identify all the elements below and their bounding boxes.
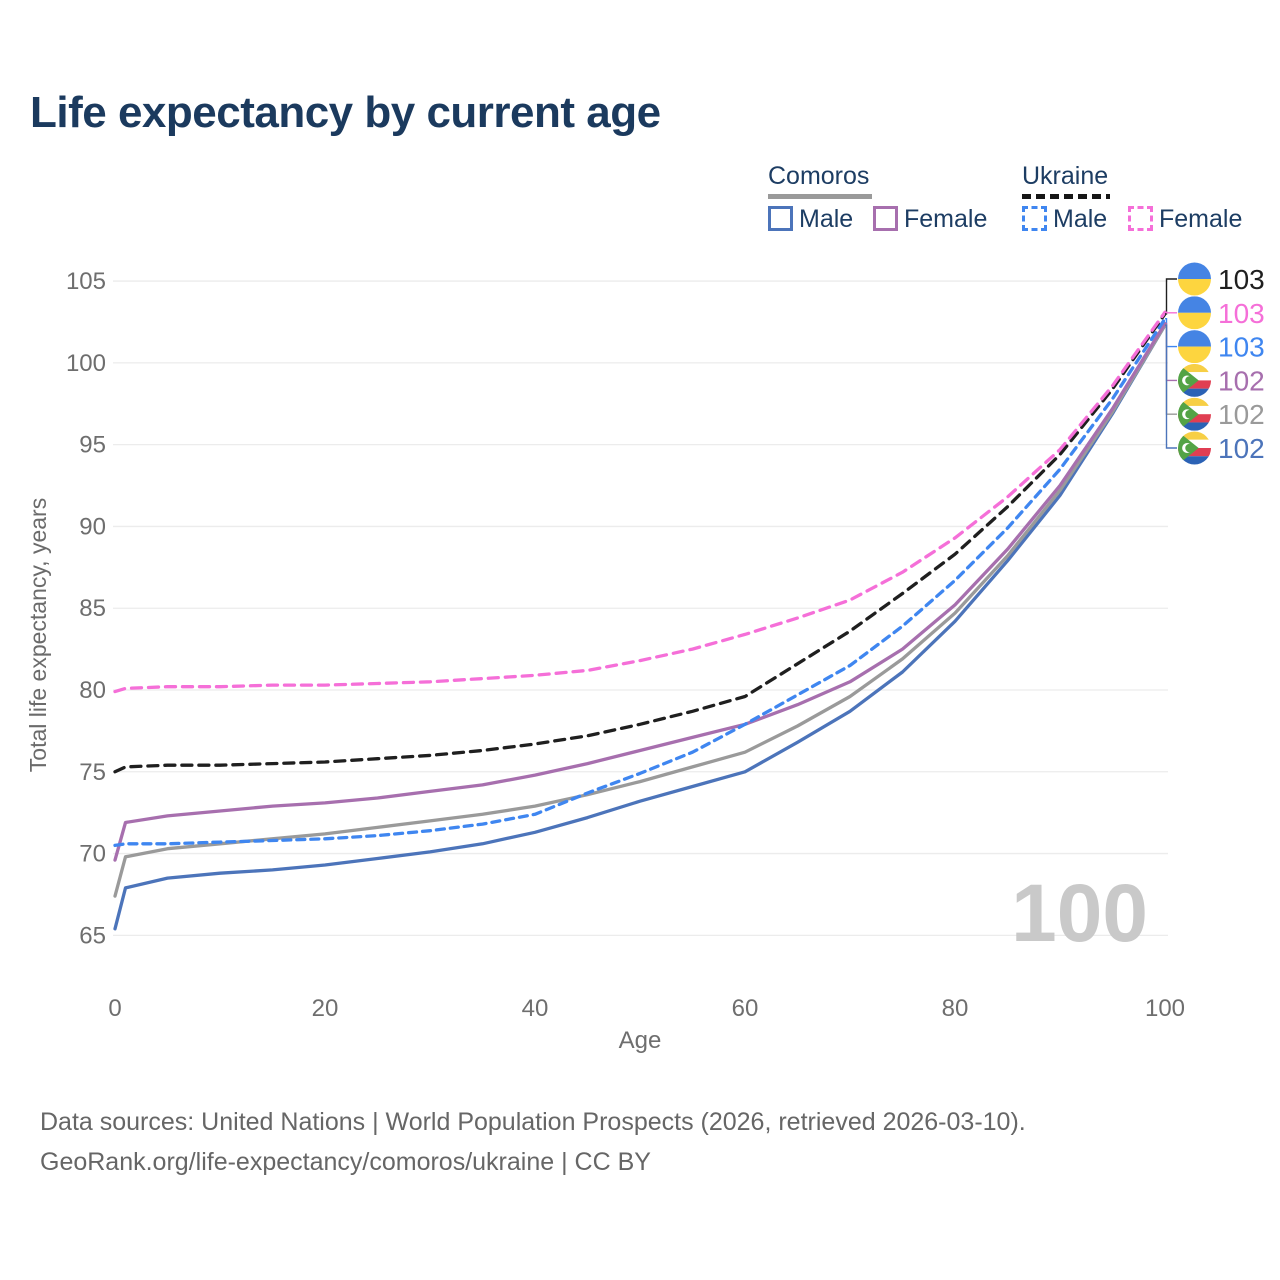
y-tick-label-100: 100 xyxy=(66,350,106,377)
x-tick-label-60: 60 xyxy=(732,995,759,1022)
y-tick-label-90: 90 xyxy=(79,513,106,540)
end-label-value-ukraine_female: 103 xyxy=(1218,298,1265,329)
y-tick-label-70: 70 xyxy=(79,841,106,868)
legend-group-comoros-title[interactable]: Comoros xyxy=(768,162,870,190)
ukraine-line-style-swatch xyxy=(1022,194,1110,199)
legend-swatch-ukraine-female-icon[interactable] xyxy=(1128,206,1153,231)
end-label-value-comoros_all: 102 xyxy=(1218,399,1265,430)
legend-swatch-ukraine-male-icon[interactable] xyxy=(1022,206,1047,231)
series-line-comoros_male[interactable] xyxy=(113,323,1167,931)
end-label-value-comoros_female: 102 xyxy=(1218,365,1265,396)
legend-swatch-comoros-female-icon[interactable] xyxy=(873,206,898,231)
x-tick-label-100: 100 xyxy=(1145,995,1185,1022)
hovered-age-watermark: 100 xyxy=(1011,868,1148,959)
comoros-line-style-swatch xyxy=(768,194,872,199)
page-title: Life expectancy by current age xyxy=(30,88,661,137)
series-line-comoros_female[interactable] xyxy=(113,321,1167,862)
legend-group-ukraine-title[interactable]: Ukraine xyxy=(1022,162,1109,190)
comoros-flag-icon xyxy=(1178,363,1211,397)
x-tick-label-80: 80 xyxy=(942,995,969,1022)
end-label-value-comoros_male: 102 xyxy=(1218,433,1265,464)
gridlines xyxy=(113,280,1168,937)
footer-link: GeoRank.org/life-expectancy/comoros/ukra… xyxy=(40,1148,651,1176)
legend-label-ukraine-female[interactable]: Female xyxy=(1159,205,1243,233)
series-lines xyxy=(113,310,1167,931)
end-label-value-ukraine_all: 103 xyxy=(1218,264,1265,295)
y-tick-label-75: 75 xyxy=(79,759,106,786)
legend-swatch-comoros-male-icon[interactable] xyxy=(768,206,793,231)
axis-tick-labels: 105 100 95 90 85 80 75 70 65 0 20 40 60 80 100 xyxy=(66,268,1185,1022)
legend-label-ukraine-male[interactable]: Male xyxy=(1053,205,1108,233)
y-tick-label-65: 65 xyxy=(79,922,106,949)
series-line-ukraine_all[interactable] xyxy=(113,312,1167,774)
ukraine-flag-icon xyxy=(1178,330,1211,364)
end-label-connector-ukraine_female xyxy=(1165,311,1177,314)
x-axis-title: Age xyxy=(619,1027,662,1054)
y-tick-label-95: 95 xyxy=(79,432,106,459)
y-tick-label-105: 105 xyxy=(66,268,106,295)
legend-label-comoros-male[interactable]: Male xyxy=(799,205,854,233)
legend-label-comoros-female[interactable]: Female xyxy=(904,205,988,233)
ukraine-flag-icon xyxy=(1178,262,1211,296)
x-tick-label-20: 20 xyxy=(312,995,339,1022)
end-label-value-ukraine_male: 103 xyxy=(1218,332,1265,363)
footer-sources: Data sources: United Nations | World Pop… xyxy=(40,1108,1026,1136)
series-line-ukraine_female[interactable] xyxy=(113,310,1167,694)
ukraine-flag-icon xyxy=(1178,296,1211,330)
end-label-connector-comoros_male xyxy=(1165,324,1177,449)
series-line-comoros_all[interactable] xyxy=(113,323,1167,898)
series-line-ukraine_male[interactable] xyxy=(113,317,1167,848)
end-label-connector-ukraine_all xyxy=(1165,278,1177,315)
comoros-flag-icon xyxy=(1178,397,1211,431)
y-tick-label-80: 80 xyxy=(79,677,106,704)
comoros-flag-icon xyxy=(1178,431,1211,465)
y-axis-title: Total life expectancy, years xyxy=(25,498,51,772)
x-tick-label-0: 0 xyxy=(108,995,121,1022)
y-tick-label-85: 85 xyxy=(79,595,106,622)
x-tick-label-40: 40 xyxy=(522,995,549,1022)
